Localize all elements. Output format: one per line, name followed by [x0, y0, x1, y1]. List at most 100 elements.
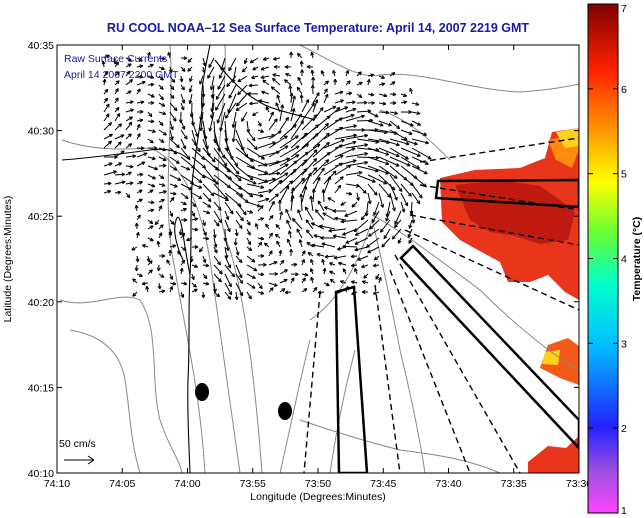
current-vector [257, 205, 264, 212]
current-vector [246, 165, 269, 175]
current-vector [136, 181, 143, 185]
current-vector [289, 248, 294, 257]
current-vector [345, 133, 368, 140]
current-vector [169, 174, 182, 181]
current-vector [274, 233, 281, 239]
current-vector [246, 129, 256, 142]
current-vector [114, 107, 120, 113]
current-vector [356, 192, 360, 201]
current-vector [345, 170, 363, 176]
current-vector [191, 138, 201, 153]
current-vector [312, 92, 320, 104]
current-vector [179, 75, 184, 83]
current-vector [180, 147, 191, 160]
current-vector [284, 64, 292, 69]
contour-1 [167, 45, 206, 473]
current-vector [246, 264, 258, 272]
current-vector [342, 244, 358, 249]
current-vector [224, 219, 231, 233]
x-tick-label: 74:05 [109, 478, 135, 490]
current-vector [114, 180, 126, 185]
current-vector [279, 288, 286, 293]
current-vector [202, 255, 207, 264]
current-vector [136, 118, 144, 123]
current-vector [342, 268, 347, 275]
current-vector [268, 215, 274, 221]
current-vector [338, 261, 347, 266]
current-vector [202, 174, 220, 185]
current-vector [136, 100, 145, 105]
current-vector [103, 189, 112, 194]
current-vector [378, 147, 400, 158]
current-vector [305, 219, 314, 230]
current-vector [114, 88, 119, 95]
sst-patches [440, 128, 579, 473]
current-vector [277, 199, 282, 212]
current-vector [147, 174, 156, 180]
current-vector [290, 195, 295, 212]
current-vector [213, 237, 218, 248]
current-vector [101, 60, 106, 68]
current-vector [301, 102, 315, 122]
current-vector [345, 191, 353, 196]
sst-patch-south-east [540, 338, 579, 385]
current-vector [296, 52, 303, 59]
x-tick-label: 73:40 [435, 478, 461, 490]
current-vector [260, 75, 270, 80]
current-vector [268, 271, 279, 276]
current-vector [202, 281, 210, 286]
current-vector [208, 57, 215, 68]
current-vector [213, 219, 220, 227]
current-vector [125, 70, 131, 77]
current-vector [286, 238, 292, 248]
current-vector [168, 231, 173, 239]
current-vector [276, 94, 281, 104]
current-vector [332, 69, 336, 77]
current-vector [334, 216, 347, 221]
current-vector [389, 192, 396, 212]
current-vector [249, 57, 259, 64]
current-vector [147, 260, 153, 266]
current-vector [371, 210, 380, 223]
contour-9 [299, 419, 501, 473]
current-vector [235, 165, 254, 181]
current-vector [334, 159, 357, 167]
current-vector [236, 93, 248, 107]
current-vector [215, 84, 226, 100]
current-vector [169, 147, 178, 155]
current-vector [345, 152, 368, 158]
current-vector [158, 66, 165, 70]
current-vector [257, 141, 276, 149]
current-vector [192, 245, 199, 249]
current-vector [296, 86, 303, 95]
current-vector [312, 141, 330, 158]
current-vector [158, 75, 164, 81]
current-vector [265, 106, 270, 113]
current-vector [136, 152, 148, 158]
current-vector [354, 246, 369, 252]
current-vector [327, 197, 336, 203]
current-vector [179, 267, 184, 275]
current-vector [136, 80, 146, 86]
current-vector [136, 161, 146, 167]
current-vector [383, 228, 391, 240]
current-vector [235, 219, 243, 229]
current-vector [407, 228, 413, 238]
current-vector [301, 277, 306, 284]
current-vector [202, 210, 211, 215]
current-vector [235, 210, 244, 222]
current-vector [125, 100, 134, 105]
current-vector [199, 246, 204, 253]
current-vector [290, 113, 303, 131]
current-vector [378, 192, 385, 208]
current-vector [158, 156, 167, 161]
current-vector [134, 264, 139, 272]
current-vector [290, 262, 298, 267]
current-vector [268, 118, 278, 131]
current-vector [202, 192, 212, 203]
current-vector [191, 120, 199, 138]
current-vector [356, 100, 368, 105]
current-vector [134, 204, 139, 212]
current-vector [136, 64, 144, 69]
current-vector [354, 228, 369, 236]
